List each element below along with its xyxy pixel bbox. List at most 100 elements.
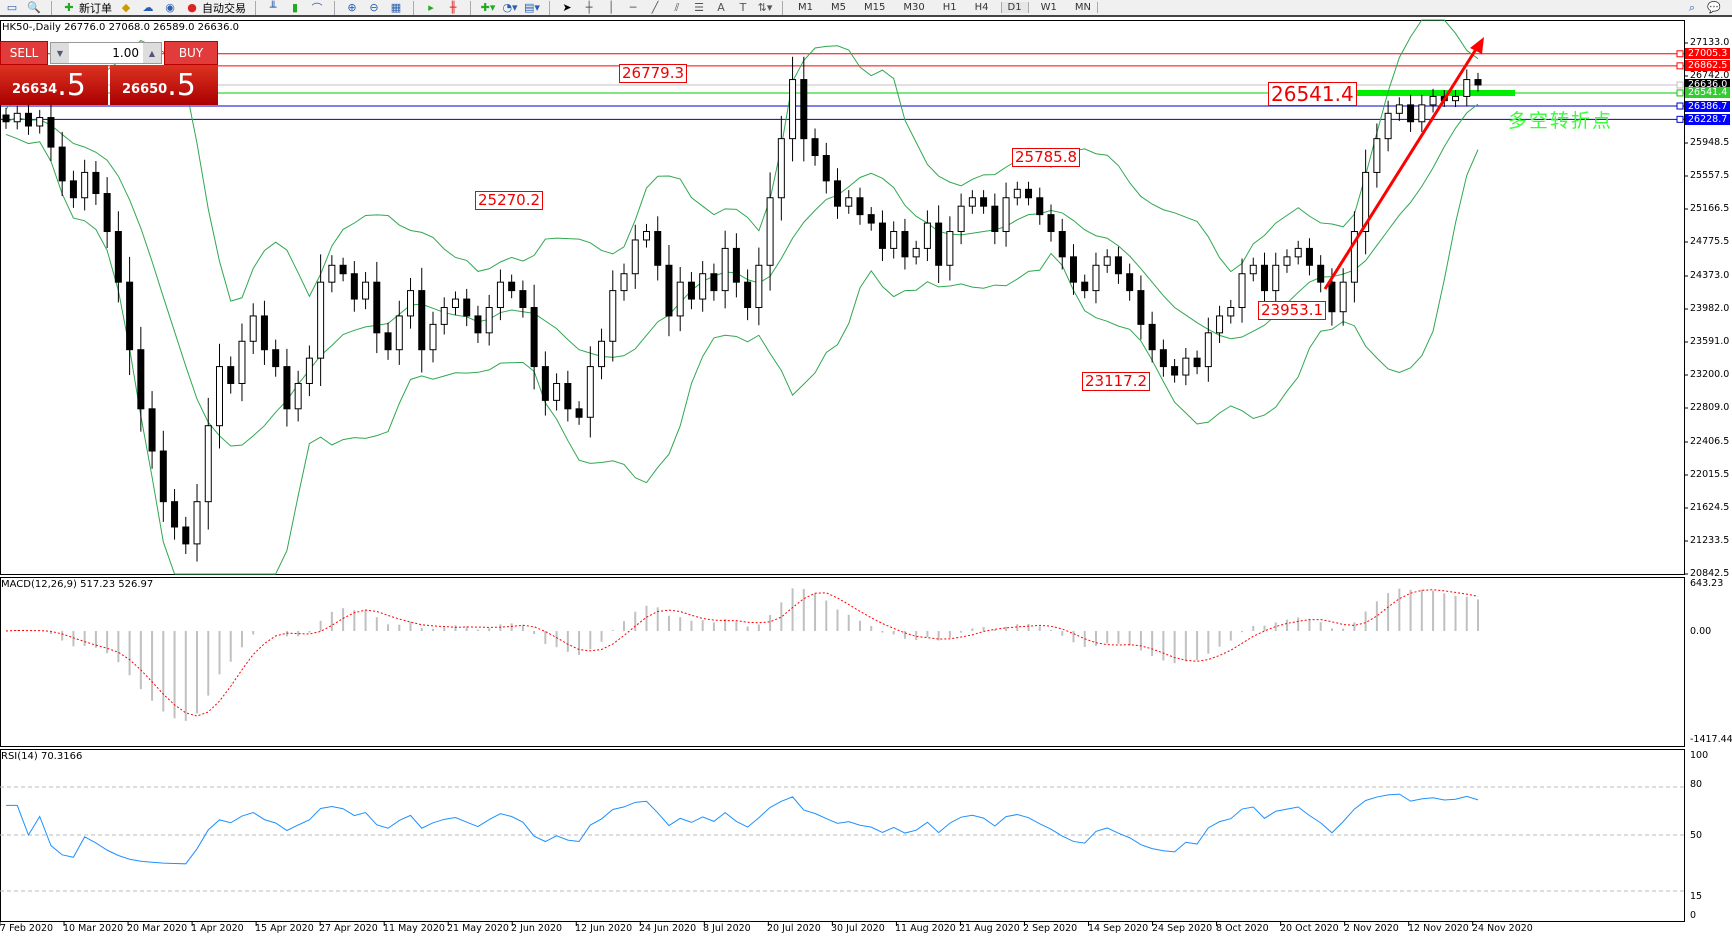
candle-body: [238, 340, 246, 384]
timeframe-h1[interactable]: H1: [942, 2, 957, 13]
arrows-icon[interactable]: ⇅▾: [757, 1, 773, 14]
candle-body: [878, 222, 886, 249]
candle-body: [845, 197, 853, 207]
price-label-low[interactable]: 23117.2: [1082, 372, 1151, 391]
new-order-button[interactable]: ✚ 新订单: [61, 0, 112, 16]
crosshair-icon[interactable]: ┼: [585, 1, 593, 14]
price-tag: 27005.3: [1685, 48, 1730, 60]
candle-body: [47, 117, 55, 148]
candle-body: [822, 155, 830, 182]
vertical-line-icon[interactable]: │: [607, 1, 615, 14]
candle-body: [137, 349, 145, 410]
candle-body: [24, 112, 32, 127]
timeframe-d1[interactable]: D1: [1000, 2, 1029, 13]
candle-body: [81, 171, 89, 199]
autoscroll-icon[interactable]: ▸: [428, 1, 434, 14]
zoom-icon[interactable]: 🔍: [27, 1, 41, 14]
templates-icon[interactable]: ▤▾: [524, 1, 540, 14]
price-tag: 26386.7: [1685, 100, 1730, 112]
search-icon[interactable]: ⌕: [1688, 0, 1696, 14]
timeframe-m30[interactable]: M30: [903, 2, 925, 13]
buy-button[interactable]: BUY: [164, 41, 218, 65]
price-tick-label: 21233.5: [1690, 535, 1730, 546]
text-icon[interactable]: A: [717, 1, 725, 14]
chat-icon[interactable]: 💬: [1707, 1, 1721, 14]
candle-body: [687, 281, 695, 300]
bid-price-button[interactable]: 26634.5: [0, 65, 108, 105]
lot-size-stepper[interactable]: ▼ 1.00 ▲: [50, 42, 162, 64]
candle-body: [530, 306, 538, 368]
candle-body: [1002, 197, 1010, 233]
bollinger-upper: [5, 19, 1479, 302]
trend-arrow-head: [1470, 37, 1484, 54]
zoom-out-icon[interactable]: ⊖: [369, 1, 379, 14]
auto-trading-button[interactable]: ● 自动交易: [184, 0, 246, 16]
experts-icon[interactable]: ◆: [121, 1, 131, 14]
bollinger-middle: [5, 103, 1479, 447]
candle-body: [968, 197, 976, 207]
date-label: 30 Jul 2020: [831, 923, 885, 934]
date-label: 20 Mar 2020: [127, 923, 188, 934]
price-label[interactable]: 23953.1: [1258, 301, 1327, 320]
macd-axis-zero: 0.00: [1690, 626, 1712, 637]
date-label: 15 Apr 2020: [255, 923, 314, 934]
candlestick-icon[interactable]: ▮: [291, 1, 299, 14]
price-label[interactable]: 25785.8: [1012, 148, 1081, 167]
candle-body: [440, 306, 448, 325]
candle-body: [1339, 281, 1347, 313]
sell-button[interactable]: SELL: [0, 41, 48, 65]
lot-decrease-icon[interactable]: ▼: [51, 43, 69, 63]
rsi-axis-50: 50: [1690, 830, 1703, 841]
chart-shift-icon[interactable]: ╫: [449, 1, 457, 14]
equidistant-channel-icon[interactable]: ⫽: [674, 0, 680, 14]
candle-body: [474, 315, 482, 334]
lot-size-input[interactable]: 1.00: [112, 46, 139, 60]
signals-icon[interactable]: ◉: [165, 1, 175, 14]
price-label-high[interactable]: 26779.3: [619, 64, 688, 83]
horizontal-line-icon[interactable]: ─: [629, 1, 637, 14]
candle-body: [1126, 273, 1134, 292]
candle-body: [890, 231, 898, 249]
candle-body: [1238, 273, 1246, 308]
timeframe-w1[interactable]: W1: [1040, 2, 1057, 13]
candle-body: [182, 526, 190, 545]
candle-body: [923, 222, 931, 249]
candle-body: [1148, 323, 1156, 351]
chart-window-icon[interactable]: ▭: [6, 1, 18, 14]
pivot-price-label[interactable]: 26541.4: [1268, 82, 1357, 106]
chart-canvas: [0, 19, 1688, 926]
candle-body: [912, 247, 920, 258]
date-label: 24 Sep 2020: [1152, 923, 1213, 934]
candle-body: [957, 205, 965, 233]
periods-icon[interactable]: ◔▾: [502, 1, 518, 14]
candle-body: [1429, 95, 1437, 106]
candle-body: [1114, 256, 1122, 275]
candle-body: [553, 382, 561, 401]
price-label[interactable]: 25270.2: [475, 191, 544, 210]
cursor-icon[interactable]: ➤: [562, 1, 572, 14]
candle-body: [665, 264, 673, 317]
timeframe-h4[interactable]: H4: [974, 2, 989, 13]
timeframe-mn[interactable]: MN: [1069, 2, 1098, 13]
candle-body: [642, 231, 650, 241]
market-icon[interactable]: ☁: [142, 1, 154, 14]
tile-windows-icon[interactable]: ▦: [390, 1, 402, 14]
lot-increase-icon[interactable]: ▲: [143, 43, 161, 63]
rsi-axis-0: 0: [1690, 910, 1697, 921]
line-chart-icon[interactable]: ⌒: [311, 1, 323, 15]
candle-body: [485, 306, 493, 334]
ask-price-button[interactable]: 26650.5: [110, 65, 218, 105]
candle-body: [1069, 256, 1077, 283]
trendline-icon[interactable]: ╱: [651, 1, 659, 14]
timeframe-m5[interactable]: M5: [831, 2, 846, 13]
timeframe-m1[interactable]: M1: [798, 2, 813, 13]
ask-price-main: 26650: [122, 82, 168, 97]
date-label: 24 Jun 2020: [639, 923, 697, 934]
bar-chart-icon[interactable]: ╨: [269, 1, 277, 14]
indicators-icon[interactable]: ✚▾: [480, 1, 496, 14]
zoom-in-icon[interactable]: ⊕: [347, 1, 357, 14]
candle-body: [1395, 104, 1403, 114]
text-label-icon[interactable]: T: [739, 1, 747, 14]
timeframe-m15[interactable]: M15: [864, 2, 886, 13]
fibonacci-icon[interactable]: ☰: [694, 1, 704, 14]
